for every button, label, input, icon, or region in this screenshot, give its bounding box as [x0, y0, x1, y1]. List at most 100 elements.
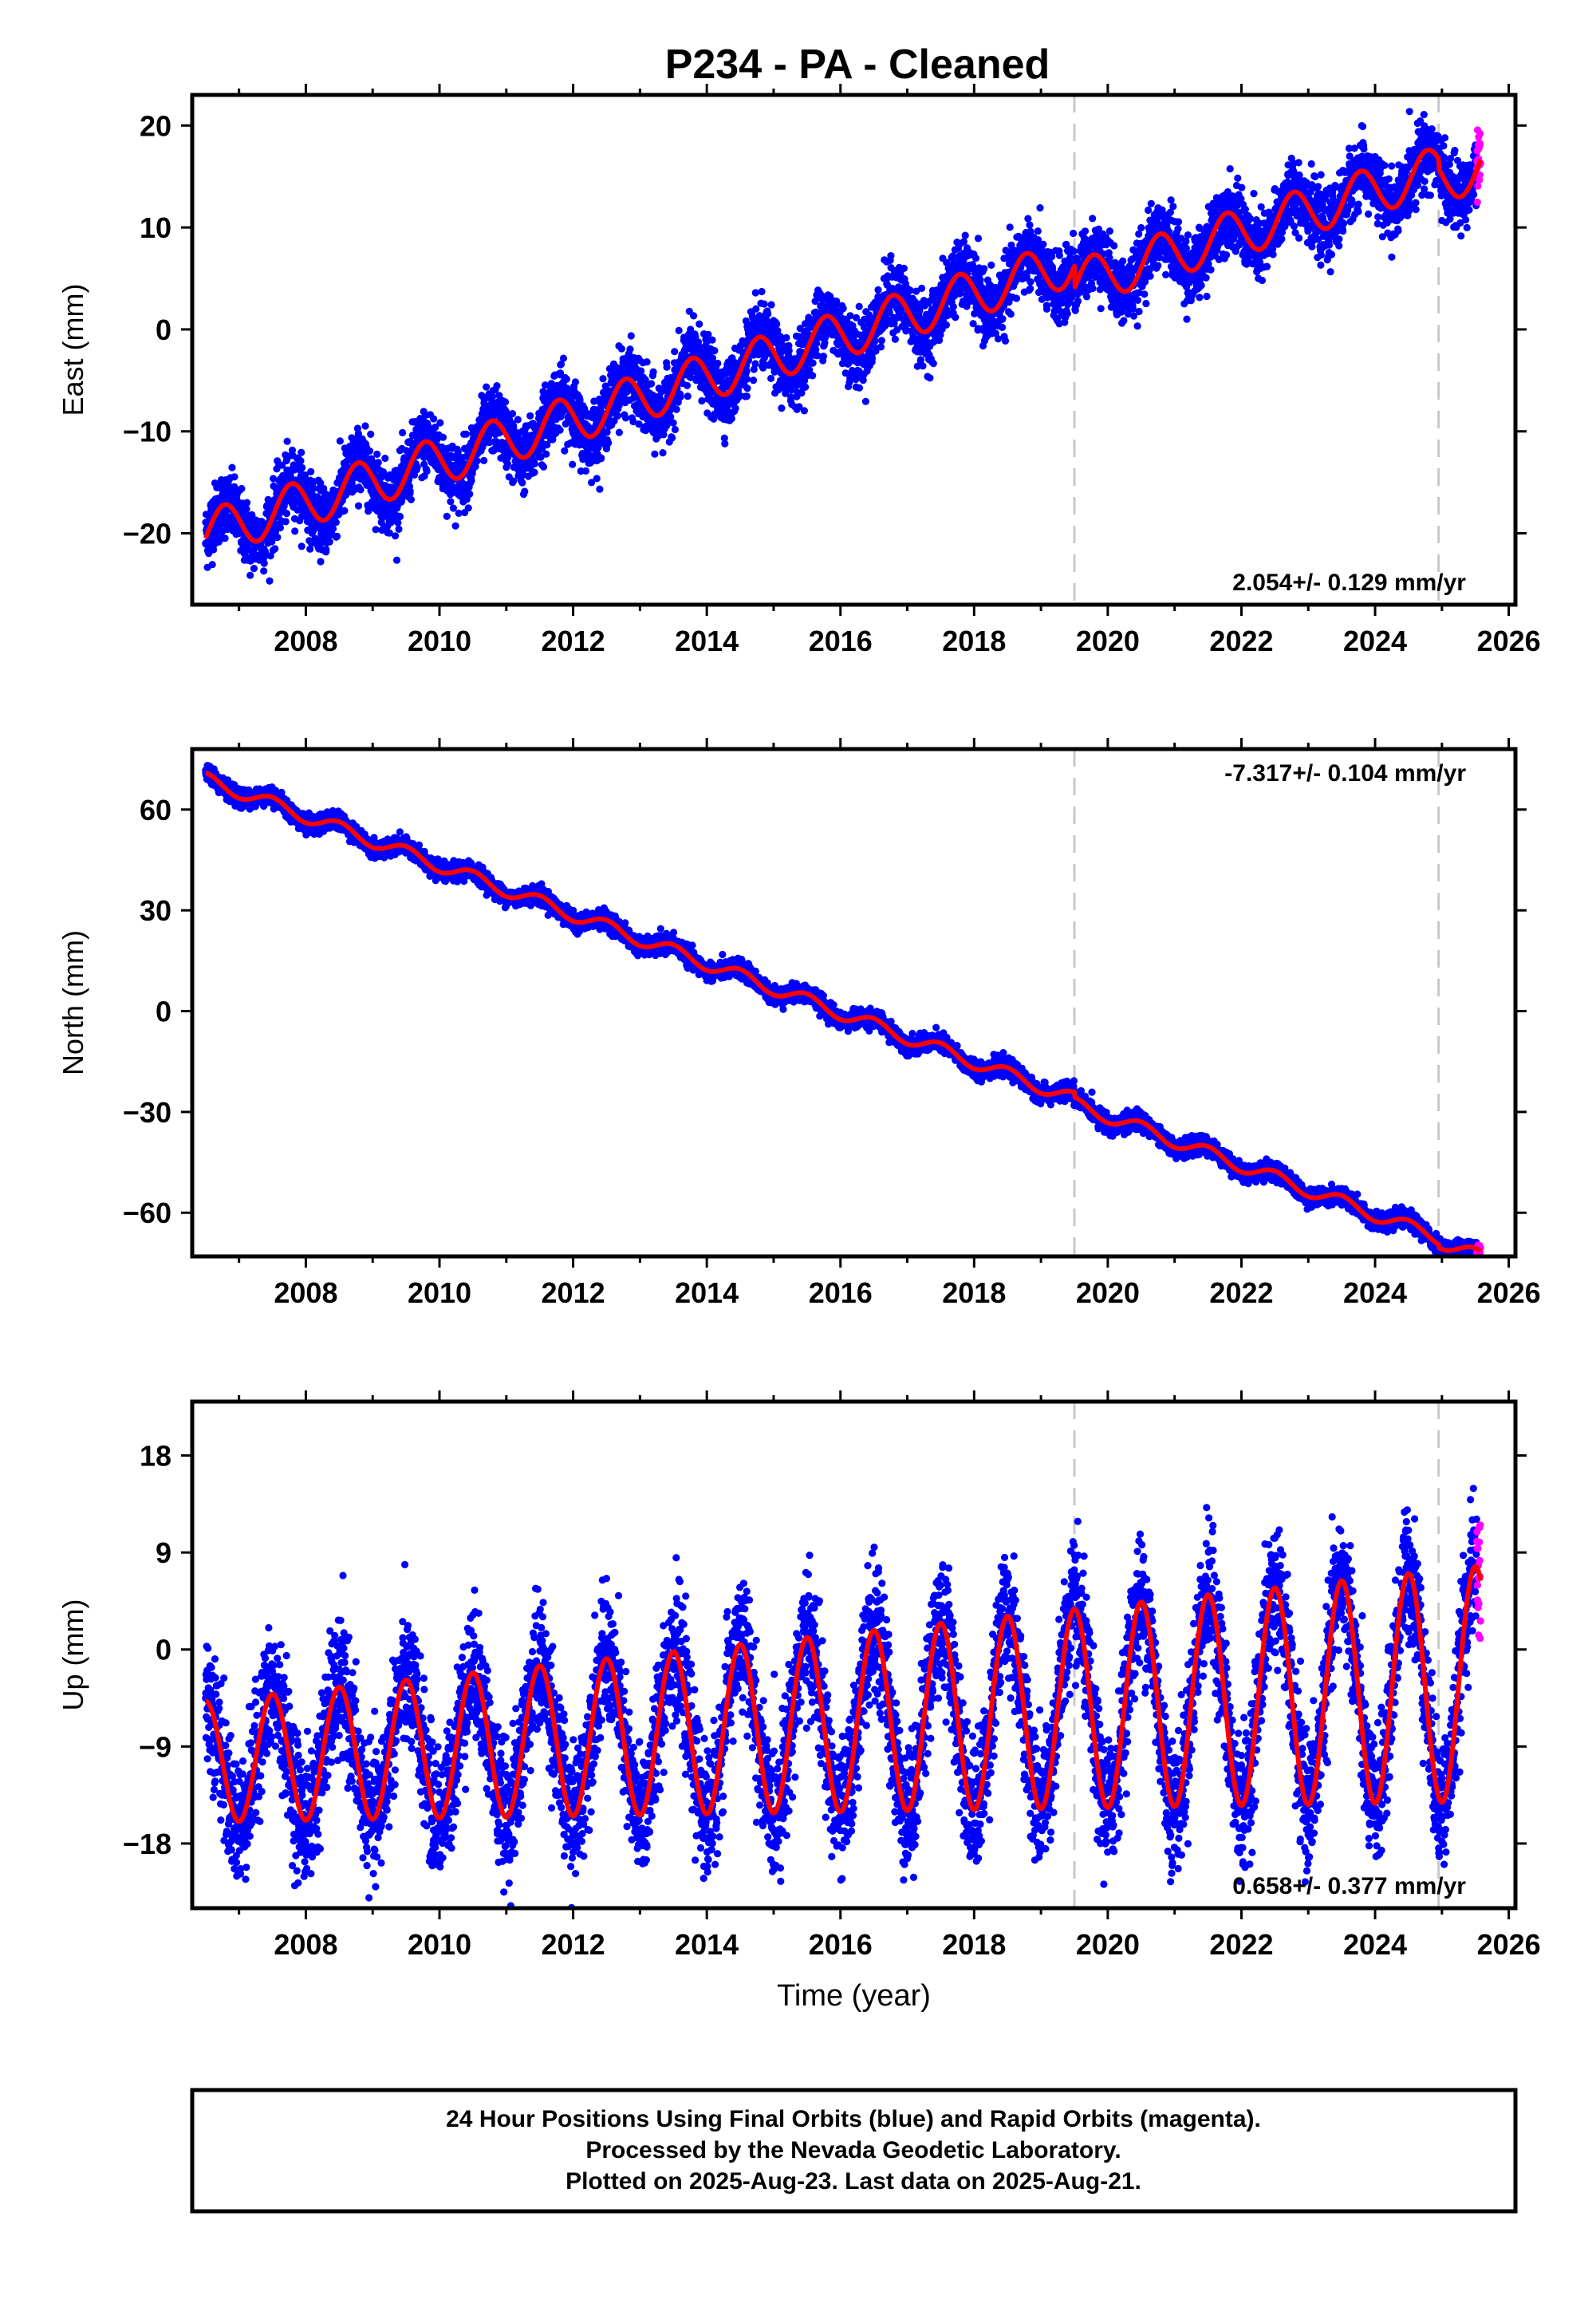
final-orbit-point: [676, 393, 684, 401]
final-orbit-point: [556, 426, 564, 434]
final-orbit-point: [668, 434, 676, 442]
final-orbit-point: [1042, 305, 1051, 313]
final-orbit-point: [276, 524, 284, 532]
final-orbit-point: [559, 354, 568, 362]
final-orbit-point: [317, 558, 325, 566]
final-orbit-point: [778, 404, 786, 412]
final-orbit-point: [562, 375, 571, 383]
final-orbit-point: [526, 412, 534, 420]
final-orbit-point: [752, 305, 760, 313]
final-orbit-point: [626, 345, 634, 353]
final-orbit-point: [309, 526, 317, 534]
final-orbit-point: [683, 381, 692, 389]
final-orbit-point: [999, 323, 1007, 331]
final-orbit-point: [750, 377, 758, 385]
final-orbit-point: [297, 457, 305, 465]
final-orbit-point: [365, 507, 372, 515]
final-orbit-point: [1074, 297, 1082, 306]
final-orbit-point: [1105, 227, 1113, 235]
final-orbit-point: [961, 231, 969, 239]
final-orbit-point: [868, 354, 877, 362]
final-orbit-point: [361, 422, 369, 430]
final-orbit-point: [1097, 305, 1105, 313]
final-orbit-point: [336, 437, 344, 445]
final-orbit-point: [231, 473, 238, 481]
final-orbit-point: [942, 321, 950, 329]
final-orbit-point: [221, 534, 229, 542]
final-orbit-point: [743, 375, 751, 383]
final-orbit-point: [367, 430, 375, 439]
final-orbit-point: [711, 347, 719, 355]
final-orbit-point: [243, 499, 251, 507]
final-orbit-point: [301, 471, 309, 479]
final-orbit-point: [1027, 278, 1034, 286]
final-orbit-point: [518, 479, 526, 487]
final-orbit-point: [1082, 293, 1091, 301]
final-orbit-point: [325, 538, 333, 546]
final-orbit-point: [392, 556, 401, 564]
final-orbit-point: [246, 571, 254, 579]
final-orbit-point: [451, 522, 459, 530]
final-orbit-point: [760, 300, 768, 308]
final-orbit-point: [613, 412, 622, 420]
final-orbit-point: [467, 476, 475, 485]
final-orbit-point: [399, 428, 407, 437]
final-orbit-point: [443, 512, 451, 520]
final-orbit-point: [1034, 227, 1042, 235]
final-orbit-point: [855, 384, 863, 392]
final-orbit-point: [671, 425, 680, 434]
final-orbit-point: [357, 486, 365, 494]
final-orbit-point: [731, 404, 739, 412]
final-orbit-point: [462, 430, 471, 438]
final-orbit-point: [464, 504, 472, 512]
final-orbit-point: [542, 450, 550, 458]
final-orbit-point: [727, 415, 735, 423]
final-orbit-point: [1027, 285, 1034, 293]
final-orbit-point: [291, 527, 299, 535]
final-orbit-point: [354, 502, 363, 510]
final-orbit-point: [800, 407, 809, 415]
final-orbit-point: [615, 428, 624, 436]
final-orbit-point: [1070, 247, 1078, 255]
final-orbit-point: [1001, 337, 1010, 345]
final-orbit-point: [394, 519, 402, 526]
final-orbit-point: [341, 507, 349, 515]
final-orbit-point: [306, 545, 314, 553]
final-orbit-point: [242, 505, 250, 513]
final-orbit-point: [684, 392, 692, 400]
final-orbit-point: [721, 440, 729, 448]
final-orbit-point: [307, 467, 315, 475]
final-orbit-point: [971, 254, 980, 262]
final-orbit-point: [333, 532, 341, 541]
final-orbit-point: [521, 487, 529, 495]
final-orbit-point: [298, 463, 306, 471]
final-orbit-point: [449, 504, 458, 512]
final-orbit-point: [423, 467, 431, 475]
final-orbit-point: [365, 447, 374, 455]
final-orbit-point: [773, 320, 781, 328]
final-orbit-point: [675, 326, 683, 334]
final-orbit-point: [621, 414, 630, 422]
final-orbit-point: [1055, 251, 1063, 259]
final-orbit-point: [436, 419, 444, 427]
final-orbit-point: [596, 485, 604, 493]
final-orbit-point: [643, 358, 651, 366]
final-orbit-point: [767, 301, 775, 309]
final-orbit-point: [298, 542, 305, 550]
final-orbit-point: [767, 374, 775, 382]
final-orbit-point: [329, 525, 337, 533]
final-orbit-point: [322, 546, 330, 554]
final-orbit-point: [597, 454, 605, 462]
final-orbit-point: [260, 559, 268, 567]
final-orbit-point: [406, 487, 414, 495]
daily-positions: [202, 108, 1484, 585]
final-orbit-point: [385, 529, 393, 537]
final-orbit-point: [649, 368, 657, 376]
final-orbit-point: [974, 235, 983, 243]
final-orbit-point: [266, 577, 274, 585]
final-orbit-point: [480, 456, 488, 465]
final-orbit-point: [1089, 215, 1097, 223]
final-orbit-point: [919, 362, 927, 370]
final-orbit-point: [952, 314, 960, 321]
